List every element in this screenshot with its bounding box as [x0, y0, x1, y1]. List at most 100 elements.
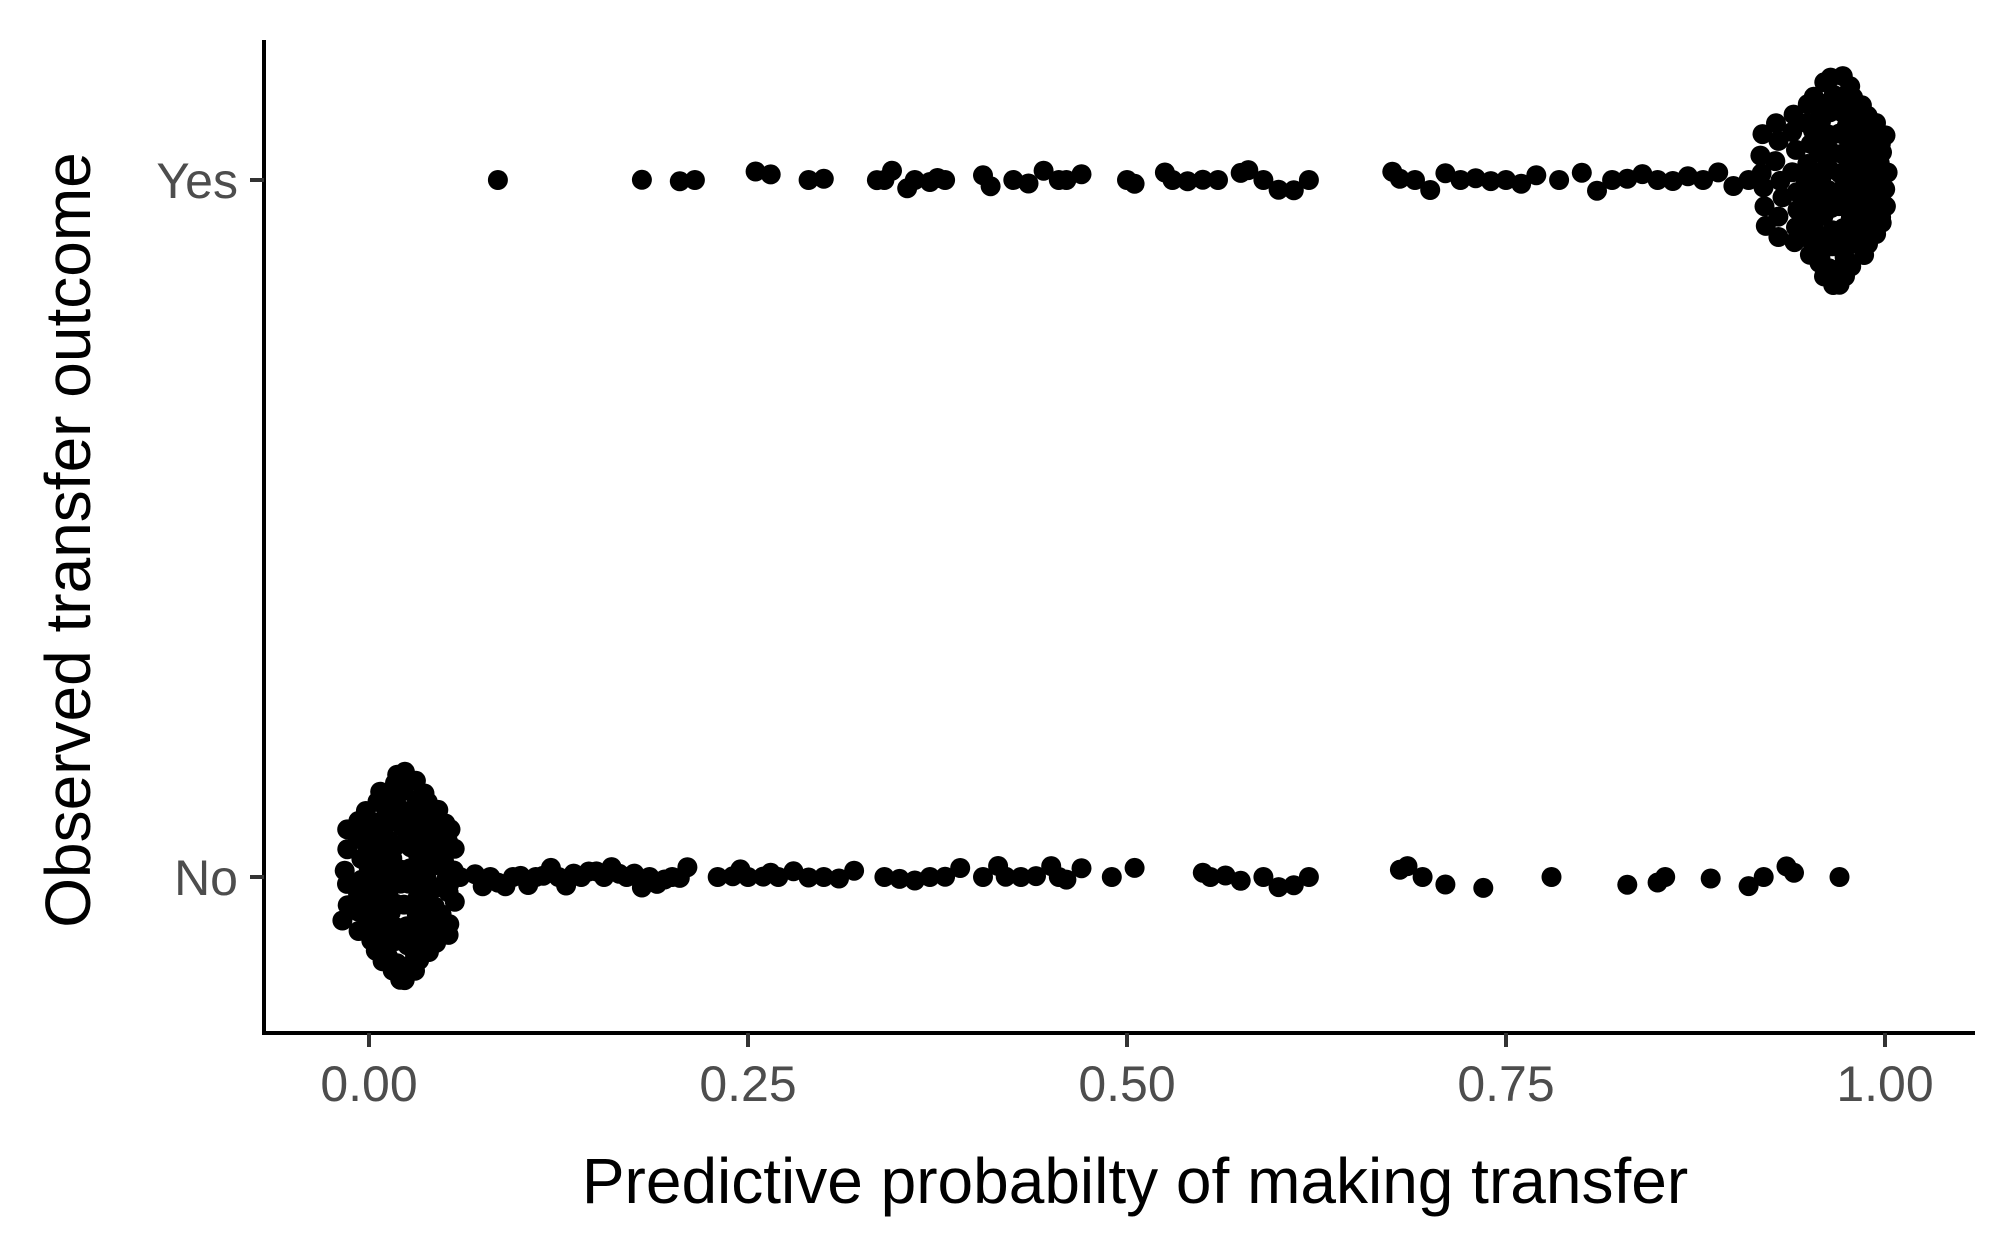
data-point — [1405, 170, 1425, 190]
data-point — [874, 867, 895, 887]
data-point — [1389, 168, 1410, 189]
data-point — [1101, 867, 1122, 887]
y-axis-ticks: No Yes — [156, 153, 264, 906]
data-point — [1268, 877, 1289, 898]
data-point — [995, 866, 1016, 887]
data-point — [1435, 163, 1456, 184]
data-point — [707, 867, 728, 887]
y-tick-label: Yes — [156, 153, 238, 209]
data-point — [370, 781, 391, 802]
data-point — [1465, 168, 1486, 189]
data-point — [1768, 206, 1789, 227]
data-point — [1253, 170, 1274, 190]
x-tick-label: 1.00 — [1836, 1056, 1933, 1112]
data-point — [1541, 867, 1562, 887]
data-point — [1872, 142, 1892, 163]
y-tick-label: No — [174, 850, 238, 906]
data-point — [440, 819, 461, 840]
data-point — [1298, 867, 1319, 887]
data-point — [1754, 196, 1775, 217]
data-point — [1215, 865, 1236, 886]
data-point — [1056, 170, 1077, 190]
data-point — [1283, 875, 1304, 896]
data-point — [919, 867, 940, 887]
data-point — [1632, 164, 1653, 185]
x-tick-label: 0.25 — [699, 1056, 796, 1112]
data-points — [332, 66, 1898, 991]
data-point — [1587, 180, 1607, 201]
data-point — [1496, 170, 1516, 190]
data-point — [1753, 867, 1774, 887]
data-point — [1677, 166, 1698, 187]
data-point — [1208, 170, 1228, 190]
data-point — [1480, 171, 1501, 192]
data-point — [813, 168, 834, 189]
data-point — [882, 160, 902, 181]
data-point — [363, 904, 384, 925]
data-point — [1875, 179, 1896, 200]
data-point — [1571, 162, 1592, 183]
data-point — [1071, 164, 1092, 185]
data-point — [439, 874, 460, 895]
data-point — [973, 867, 993, 887]
data-point — [1177, 171, 1198, 192]
data-point — [1200, 867, 1221, 887]
x-axis-ticks: 0.00 0.25 0.50 0.75 1.00 — [320, 1033, 1934, 1112]
data-point — [1765, 151, 1786, 172]
data-point — [768, 867, 789, 887]
data-point — [1283, 180, 1304, 201]
data-point — [1420, 180, 1441, 200]
data-point — [1829, 867, 1850, 887]
data-point — [1875, 125, 1896, 146]
data-point — [1450, 170, 1471, 190]
x-tick-label: 0.75 — [1457, 1056, 1554, 1112]
data-point — [1192, 169, 1213, 190]
data-point — [1693, 170, 1714, 190]
data-point — [1662, 171, 1683, 191]
data-point — [1602, 170, 1623, 190]
data-point — [669, 171, 690, 192]
data-point — [745, 161, 766, 182]
data-point — [1766, 113, 1786, 134]
data-point — [889, 868, 910, 889]
data-point — [1647, 170, 1668, 190]
data-point — [813, 867, 834, 887]
data-point — [677, 857, 698, 878]
data-point — [1124, 173, 1145, 194]
y-axis-title: Observed transfer outcome — [32, 152, 104, 927]
data-point — [1708, 162, 1729, 183]
data-point — [904, 170, 925, 190]
data-point — [829, 868, 849, 889]
data-point — [783, 861, 804, 882]
data-point — [1700, 868, 1721, 889]
data-point — [1412, 867, 1433, 887]
data-point — [1841, 256, 1862, 277]
data-point — [1397, 856, 1418, 877]
data-point — [1526, 165, 1547, 186]
data-point — [487, 170, 508, 190]
data-point — [1875, 196, 1896, 217]
data-point — [1230, 870, 1251, 891]
data-point — [980, 176, 1001, 197]
data-point — [738, 867, 758, 887]
data-point — [1752, 124, 1773, 145]
data-point — [950, 858, 971, 878]
data-point — [1617, 168, 1638, 189]
data-point — [1784, 862, 1804, 883]
data-point — [935, 866, 956, 887]
data-point — [1768, 227, 1789, 247]
data-point — [1655, 867, 1676, 887]
data-point — [1511, 173, 1532, 194]
x-tick-label: 0.00 — [320, 1056, 417, 1112]
data-point — [1238, 160, 1259, 181]
data-point — [631, 169, 652, 190]
data-point — [760, 164, 781, 185]
data-point — [1162, 170, 1183, 190]
x-axis-title: Predictive probabilty of making transfer — [582, 1145, 1688, 1217]
data-point — [1253, 867, 1274, 887]
data-point — [844, 860, 865, 881]
data-point — [1026, 866, 1046, 887]
data-point — [1473, 877, 1494, 898]
data-point — [439, 914, 460, 935]
